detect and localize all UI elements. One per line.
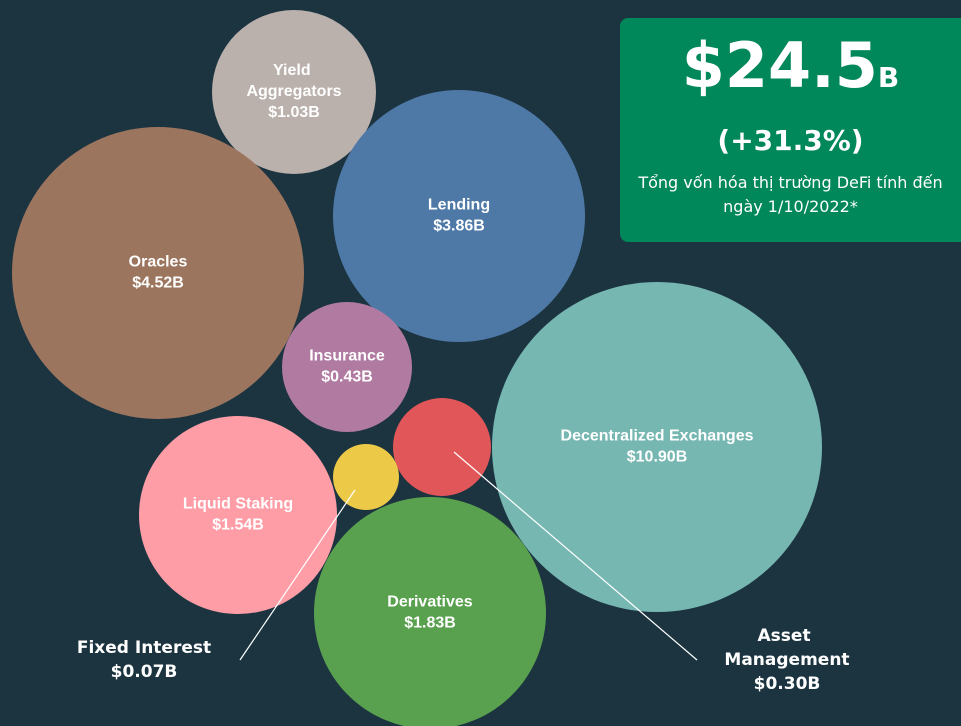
total: $24.5B bbox=[620, 28, 961, 116]
bubble-label: Decentralized Exchanges bbox=[561, 428, 754, 445]
change: (+31.3%) bbox=[717, 124, 864, 157]
bubble bbox=[314, 497, 546, 726]
value-label: $1.54B bbox=[212, 517, 264, 534]
bubble-label: Fixed Interest bbox=[77, 638, 211, 658]
note: Tổng vốn hóa thị trường DeFi tính đến ng… bbox=[638, 173, 943, 216]
value-label: $1.03B bbox=[268, 104, 320, 121]
bubble-label: Yield Aggregators bbox=[246, 62, 341, 100]
leader-line bbox=[239, 489, 356, 661]
bubble bbox=[139, 416, 337, 614]
value-label: $0.43B bbox=[321, 369, 373, 386]
bubble-label: Derivatives bbox=[387, 594, 472, 611]
bubble bbox=[282, 302, 412, 432]
total-unit: B bbox=[877, 61, 900, 94]
bubble-label: Asset Management bbox=[724, 626, 849, 670]
value-label: $1.83B bbox=[404, 615, 456, 632]
summary-box: $24.5B (+31.3%) Tổng vốn hóa thị trường … bbox=[620, 18, 961, 242]
value-label: $10.90B bbox=[627, 449, 688, 466]
total-value: $24.5 bbox=[681, 29, 878, 102]
value-label: $0.30B bbox=[754, 674, 821, 694]
bubble bbox=[212, 10, 376, 174]
bubble bbox=[333, 90, 585, 342]
bubble bbox=[333, 444, 399, 510]
bubble-label: Insurance bbox=[309, 348, 385, 365]
bubble bbox=[393, 398, 491, 496]
bubble bbox=[492, 282, 822, 612]
bubble-label: Oracles bbox=[129, 254, 188, 271]
leader-line bbox=[453, 451, 698, 661]
bubble-label: Liquid Staking bbox=[183, 496, 293, 513]
bubble bbox=[12, 127, 304, 419]
value-label: $0.07B bbox=[111, 662, 178, 682]
bubble-label: Lending bbox=[428, 197, 490, 214]
value-label: $3.86B bbox=[433, 218, 485, 235]
value-label: $4.52B bbox=[132, 275, 184, 292]
